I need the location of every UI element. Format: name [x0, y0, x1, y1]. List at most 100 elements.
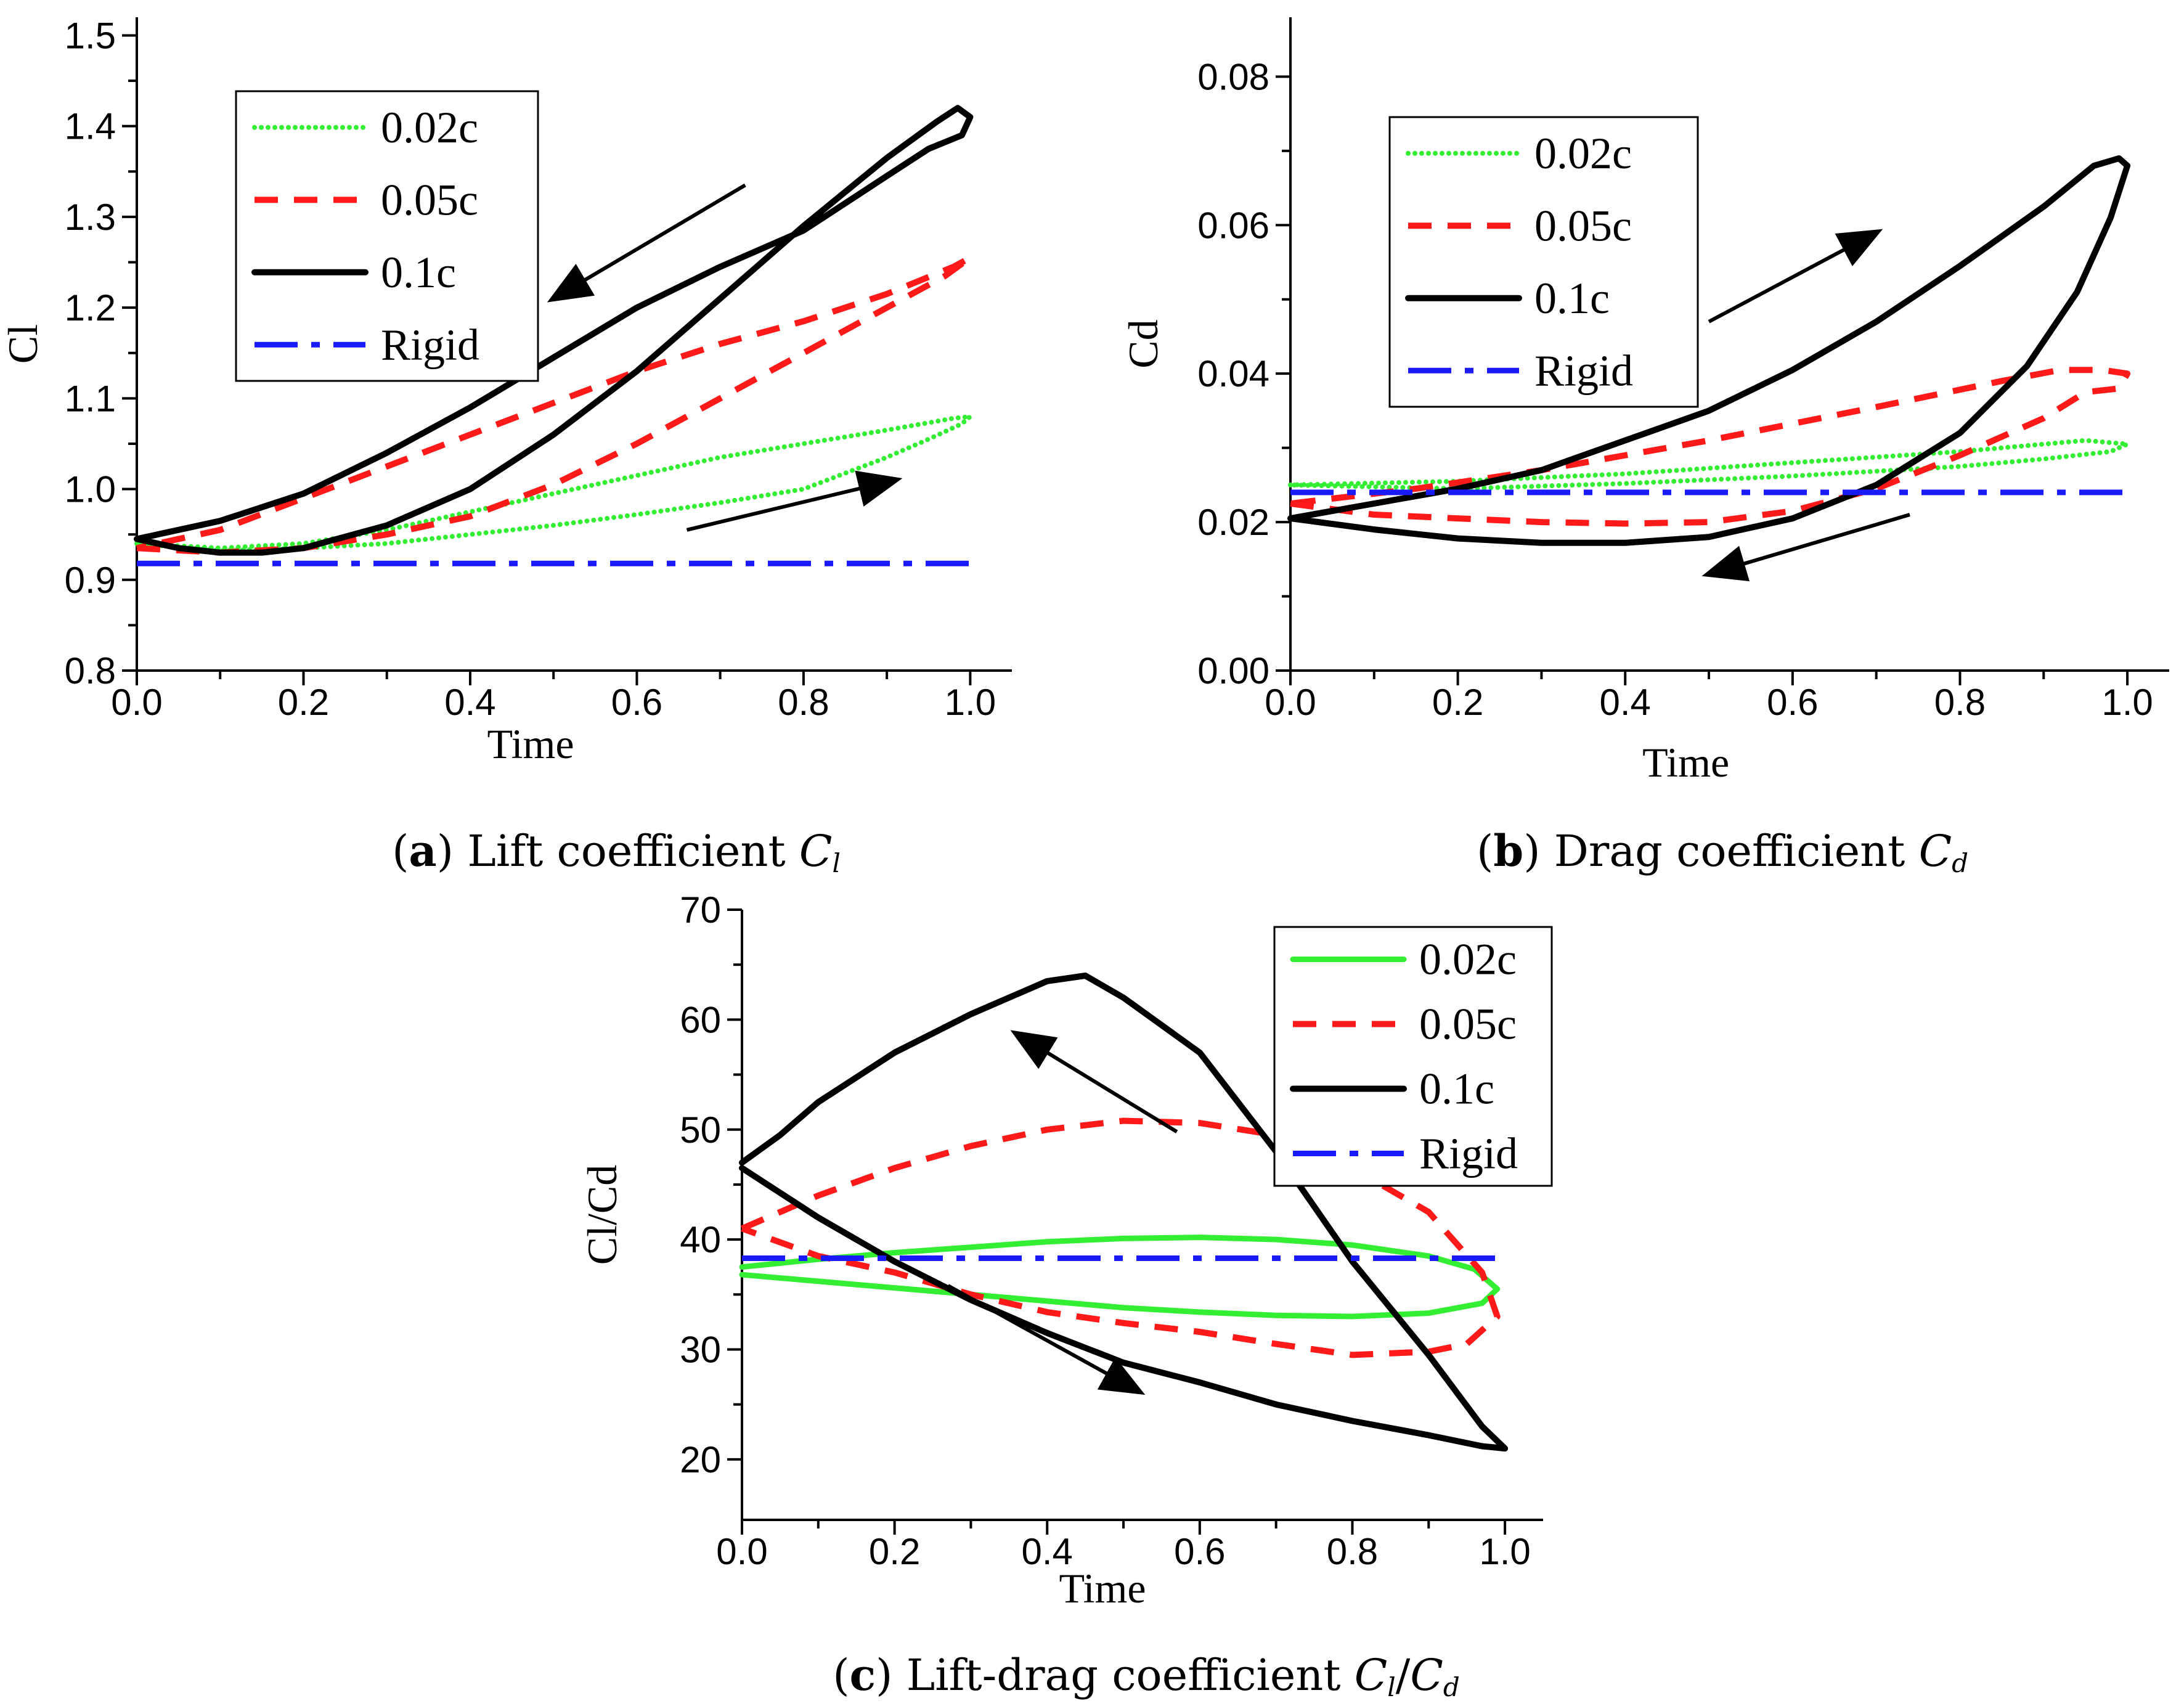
panel-caption: (c) Lift-drag coefficient Cl/Cd	[833, 1649, 1460, 1702]
x-tick-label: 0.0	[111, 682, 162, 723]
y-tick-label: 40	[680, 1219, 721, 1260]
y-tick-label: 0.02	[1197, 502, 1269, 543]
legend-box	[1388, 116, 1699, 408]
series-line-0.02c	[1288, 438, 2130, 491]
y-tick-label: 70	[680, 889, 721, 931]
direction-arrow	[1701, 513, 1910, 582]
caption-sym: C	[1919, 826, 1952, 876]
legend: 0.02c 0.05c 0.1c Rigid	[1388, 116, 1699, 408]
caption-sub2: d	[1443, 1672, 1460, 1702]
y-tick-label: 0.08	[1197, 56, 1269, 97]
caption-sub: d	[1952, 848, 1968, 878]
chart-panel-0: 0.0 0.2 0.4 0.6 0.8 1.0 0.8 0.9 1.0 1.1 1.2 1.3 1.4 1…	[0, 15, 1012, 878]
series-line-0.1c	[134, 105, 974, 556]
legend: 0.02c 0.05c 0.1c Rigid	[235, 90, 539, 382]
caption-sym: C	[799, 826, 833, 876]
x-tick-label: 0.4	[1600, 682, 1651, 723]
caption-sub: l	[832, 848, 840, 878]
x-tick-label: 1.0	[2101, 682, 2153, 723]
caption-letter: a	[409, 825, 436, 876]
legend-label: 0.05c	[1534, 201, 1632, 250]
series-line-0.05c	[136, 255, 974, 556]
caption-sep: /	[1396, 1650, 1411, 1700]
caption-close: )	[876, 1650, 892, 1700]
y-tick-label: 0.00	[1197, 650, 1269, 692]
x-tick-label: 1.0	[1479, 1531, 1530, 1572]
y-tick-label: 50	[680, 1109, 721, 1151]
y-tick-label: 1.3	[65, 197, 116, 238]
legend-label: 0.1c	[1534, 274, 1610, 323]
x-tick-label: 0.2	[869, 1531, 920, 1572]
y-tick-label: 1.2	[65, 287, 116, 329]
legend-label: 0.1c	[1419, 1064, 1494, 1114]
y-tick-label: 0.8	[65, 650, 116, 692]
y-axis-label: Cd	[1120, 319, 1167, 368]
caption-open: (	[392, 826, 409, 876]
direction-arrow	[1708, 229, 1883, 324]
x-axis-label: Time	[487, 720, 574, 767]
chart-panel-2: 0.0 0.2 0.4 0.6 0.8 1.0 20 30 40 50 60 70 Time Cl/Cd 0…	[579, 889, 1553, 1702]
panel-caption: (a) Lift coefficient Cl	[392, 825, 841, 878]
y-tick-label: 30	[680, 1329, 721, 1371]
y-tick-label: 60	[680, 999, 721, 1040]
caption-sym2: C	[1410, 1650, 1443, 1700]
legend-label: 0.02c	[1534, 129, 1632, 178]
caption-letter: c	[850, 1649, 876, 1700]
legend-label: Rigid	[1419, 1129, 1518, 1178]
y-axis-label: Cl/Cd	[579, 1165, 625, 1265]
y-tick-label: 1.5	[65, 15, 116, 56]
x-axis-label: Time	[1642, 739, 1729, 786]
caption-sub: l	[1387, 1672, 1395, 1702]
x-tick-label: 0.0	[716, 1531, 767, 1572]
caption-open: (	[1477, 826, 1493, 876]
caption-text: Lift-drag coefficient	[892, 1650, 1354, 1700]
legend-label: 0.02c	[1419, 935, 1517, 984]
x-tick-label: 0.2	[1432, 682, 1483, 723]
series-line-0.02c	[739, 1235, 1501, 1320]
x-tick-label: 0.6	[1174, 1531, 1225, 1572]
y-tick-label: 0.04	[1197, 353, 1269, 394]
direction-arrow	[686, 470, 903, 532]
caption-letter: b	[1493, 825, 1523, 876]
x-tick-label: 0.8	[1934, 682, 1986, 723]
legend-label: Rigid	[381, 320, 479, 369]
y-tick-label: 0.06	[1197, 205, 1269, 246]
series-line-0.1c	[1287, 155, 2131, 546]
y-tick-label: 1.4	[65, 106, 116, 147]
legend-box	[1273, 926, 1553, 1187]
x-tick-label: 0.6	[1767, 682, 1818, 723]
caption-close: )	[1523, 826, 1540, 876]
x-tick-label: 1.0	[945, 682, 996, 723]
series-line-0.05c	[1290, 367, 2131, 527]
x-tick-label: 0.8	[1327, 1531, 1378, 1572]
x-tick-label: 0.4	[444, 682, 495, 723]
legend: 0.02c 0.05c 0.1c Rigid	[1273, 926, 1553, 1187]
y-tick-label: 20	[680, 1439, 721, 1480]
legend-label: 0.02c	[381, 103, 478, 152]
legend-label: 0.05c	[1419, 1000, 1517, 1049]
legend-label: Rigid	[1534, 346, 1633, 395]
caption-close: )	[437, 826, 454, 876]
series-line-0.1c	[739, 973, 1509, 1452]
y-tick-label: 1.1	[65, 378, 116, 419]
y-tick-label: 0.9	[65, 560, 116, 601]
caption-text: Drag coefficient	[1541, 826, 1919, 876]
y-tick-label: 1.0	[65, 469, 116, 510]
series-line-0.05c	[741, 1117, 1501, 1358]
chart-panel-1: 0.0 0.2 0.4 0.6 0.8 1.0 0.00 0.02 0.04 0.06 0.08 Ti…	[1120, 17, 2169, 878]
direction-arrow	[547, 183, 746, 303]
x-tick-label: 0.6	[611, 682, 662, 723]
direction-arrow	[1010, 1030, 1178, 1133]
caption-open: (	[833, 1650, 849, 1700]
direction-arrow	[947, 1284, 1146, 1395]
x-tick-label: 0.4	[1022, 1531, 1073, 1572]
x-tick-label: 0.2	[278, 682, 329, 723]
x-tick-label: 0.0	[1265, 682, 1316, 723]
panel-caption: (b) Drag coefficient Cd	[1477, 825, 1968, 878]
caption-sym: C	[1355, 1650, 1388, 1700]
x-axis-label: Time	[1059, 1565, 1146, 1612]
y-axis-label: Cl	[0, 324, 46, 364]
x-tick-label: 0.8	[778, 682, 829, 723]
legend-box	[235, 90, 539, 382]
